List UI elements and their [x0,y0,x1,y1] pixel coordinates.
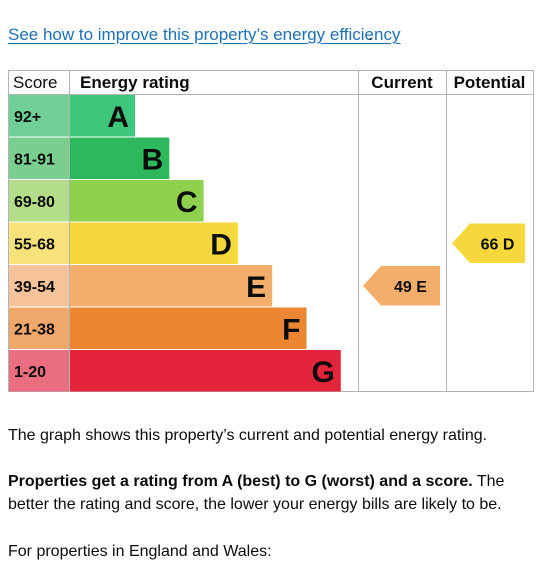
score-label-d: 55-68 [14,236,55,253]
rating-letter-b: B [142,143,164,176]
score-cell-c [9,180,69,222]
score-label-g: 1-20 [14,364,46,381]
rating-letter-d: D [210,228,232,261]
current-arrow [363,266,440,306]
score-label-b: 81-91 [14,151,55,168]
improve-energy-efficiency-link[interactable]: See how to improve this property’s energ… [8,25,401,44]
energy-rating-chart: Score Energy rating Current Potential 92+ A 81… [8,70,535,394]
rating-bar-d [70,222,238,264]
potential-rating-label: 66 D [481,236,515,253]
score-cell-b [9,137,69,179]
potential-arrow [452,223,525,263]
score-label-c: 69-80 [14,194,55,211]
rating-bar-b [70,137,170,179]
england-wales-note: For properties in England and Wales: [8,543,272,560]
rating-bar-c [70,180,204,222]
rating-explanation-bold: Properties get a rating from A (best) to… [8,473,473,490]
score-cell-g [9,350,69,392]
energy-rating-graph: Score Energy rating Current Potential 92+ A 81… [8,70,534,392]
header-current: Current [371,73,433,92]
score-cell-f [9,307,69,349]
rating-letter-a: A [107,101,129,134]
rating-explanation-rest: The better the rating and score, the low… [8,473,505,513]
rating-bar-f [70,307,307,349]
rating-explanation: Properties get a rating from A (best) to… [8,470,538,516]
header-potential: Potential [454,73,526,92]
link-period: . [368,25,373,44]
rating-letter-g: G [311,356,334,389]
rating-letter-e: E [246,271,266,304]
rating-bar-a [70,95,135,137]
graph-description: The graph shows this property’s current … [8,427,488,444]
rating-letter-c: C [176,186,198,219]
score-label-e: 39-54 [14,279,55,296]
score-cell-d [9,222,69,264]
score-label-a: 92+ [14,109,41,126]
current-rating-label: 49 E [394,279,427,296]
header-score: Score [13,73,57,92]
header-energy-rating: Energy rating [80,73,190,92]
score-label-f: 21-38 [14,321,55,338]
rating-bar-e [70,265,273,307]
rating-letter-f: F [282,313,300,346]
score-cell-a [9,95,69,137]
score-cell-e [9,265,69,307]
rating-bar-g [70,350,341,392]
